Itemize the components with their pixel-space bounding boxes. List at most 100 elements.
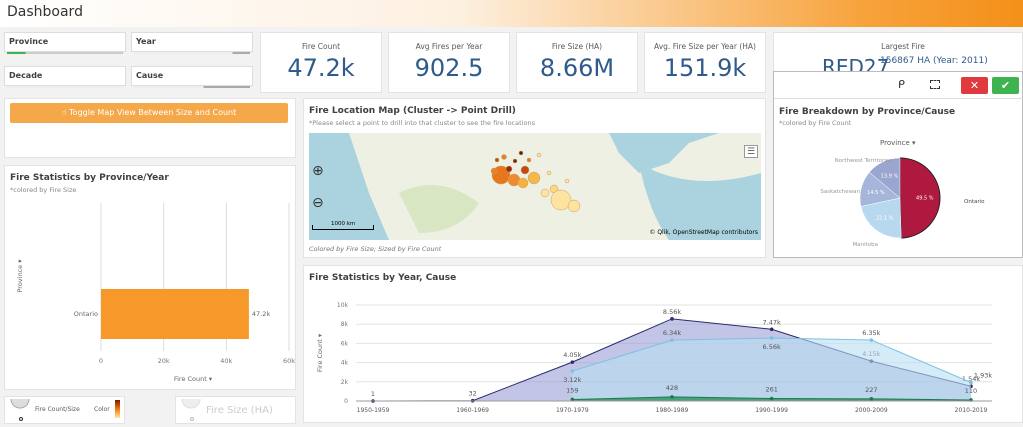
kpi-value: 47.2k	[287, 54, 355, 82]
cancel-button[interactable]: ✕	[961, 77, 988, 94]
series-area	[572, 338, 971, 401]
data-point	[869, 338, 874, 342]
zoom-out-icon[interactable]: ⊖	[312, 195, 324, 211]
kpi-title: Largest Fire	[881, 42, 925, 51]
data-point	[769, 336, 774, 340]
kpi-fire-size: Fire Size (HA) 8.66M	[516, 32, 638, 93]
filter-label: Province	[9, 37, 49, 46]
data-label: 159	[566, 386, 578, 394]
x-axis-label: Fire Count ▾	[174, 375, 213, 383]
kpi-avg-fires: Avg Fires per Year 902.5	[388, 32, 510, 93]
filter-cause[interactable]: Cause	[131, 66, 253, 88]
kpi-title: Fire Size (HA)	[551, 42, 603, 51]
tick-label: 0	[99, 357, 103, 365]
cluster-point	[550, 189, 572, 211]
data-label: 47.2k	[252, 310, 270, 318]
chart-title: Fire Statistics by Province/Year	[10, 173, 169, 183]
filter-label: Year	[136, 37, 156, 46]
data-label: 4.05k	[563, 351, 581, 359]
pie-slice	[868, 157, 901, 199]
water	[639, 163, 761, 240]
slice-label: Saskatchewan	[820, 189, 860, 195]
map-subtitle: *Please select a point to drill into tha…	[309, 119, 535, 127]
map-title: Fire Location Map (Cluster -> Point Dril…	[309, 106, 516, 116]
cluster-point	[536, 152, 542, 158]
legend-disabled-label: Fire Size (HA)	[206, 405, 273, 416]
small-circle-icon	[19, 417, 23, 421]
map-menu-icon[interactable]: ☰	[744, 145, 758, 158]
filter-label: Cause	[136, 71, 164, 80]
cluster-point	[490, 167, 498, 175]
cluster-point	[501, 154, 507, 160]
data-label: 1.54k	[962, 375, 980, 383]
cluster-point	[567, 199, 581, 213]
kpi-avg-fire-size: Avg. Fire Size per Year (HA) 151.9k	[644, 32, 766, 93]
filter-decade[interactable]: Decade	[4, 66, 126, 88]
header: Dashboard	[0, 0, 1023, 27]
data-label: 6.34k	[663, 329, 681, 337]
zoom-in-icon[interactable]: ⊕	[312, 163, 324, 179]
data-point	[769, 396, 774, 401]
data-point	[570, 369, 575, 373]
confirm-button[interactable]: ✔	[992, 77, 1019, 94]
kpi-value: 151.9k	[663, 54, 747, 82]
area-chart: 0 2k 4k 6k 8k 10k 1950-1959 1960-1969 1970-1979 1…	[316, 302, 992, 414]
kpi-title: Fire Count	[301, 42, 341, 51]
size-circle-icon	[10, 398, 30, 409]
data-point	[670, 395, 674, 399]
data-point	[769, 327, 774, 332]
map-footer: Colored by Fire Size; Sized by Fire Coun…	[309, 245, 442, 253]
tick-label: 60k	[283, 357, 295, 365]
legend-size-label: Fire Count/Size	[35, 406, 80, 413]
cluster-point	[517, 177, 529, 189]
tick-label: 20k	[158, 357, 170, 365]
cluster-point	[494, 157, 500, 163]
kpi-fire-count: Fire Count 47.2k	[260, 32, 382, 93]
dimension-label: Province	[880, 139, 910, 147]
y-tick-label: 0	[344, 398, 348, 405]
data-point	[570, 397, 575, 402]
data-label: 6.56k	[763, 343, 781, 351]
largest-fire-detail: 156867 HA (Year: 2011)	[880, 56, 988, 66]
slice-label: Northwest Territories	[835, 158, 892, 164]
slice-value: 14.5 %	[867, 190, 885, 196]
filter-year[interactable]: Year	[131, 32, 253, 54]
data-label: 110	[965, 387, 977, 395]
slice-value: 22.1 %	[876, 216, 894, 222]
data-label: 7.47k	[763, 318, 781, 326]
toggle-map-view-button[interactable]: ☝ Toggle Map View Between Size and Count	[10, 103, 288, 123]
y-tick-label: 6k	[341, 340, 349, 347]
touch-icon: ☝	[61, 108, 70, 117]
data-point	[869, 397, 874, 401]
data-point	[670, 338, 674, 342]
chart-subtitle: *colored by Fire Size	[10, 186, 77, 194]
dropdown-icon: ▾	[912, 139, 916, 147]
confirm-icon: ✔	[1000, 79, 1011, 92]
pie-panel: ᑭ ✕ ✔ Fire Breakdown by Province/Cause *…	[773, 71, 1023, 258]
y-tick-label: 2k	[341, 379, 349, 386]
x-tick-label: 1970-1979	[556, 407, 589, 414]
lasso-icon[interactable]: ᑭ	[898, 78, 905, 91]
y-axis-label: Province ▾	[16, 259, 24, 293]
y-tick-label: 10k	[337, 302, 349, 309]
bar-chart: 0 20k 40k 60k Ontario 47.2k Fire Count ▾ Provin…	[16, 203, 295, 383]
map-panel: Fire Location Map (Cluster -> Point Dril…	[303, 98, 766, 258]
size-circle-icon	[181, 398, 201, 409]
slice-value: 49.5 %	[916, 196, 934, 202]
x-tick-label: 1980-1989	[656, 407, 689, 414]
bar-chart-panel: Fire Statistics by Province/Year *colore…	[4, 165, 296, 390]
area-chart-panel: Fire Statistics by Year, Cause 0 2k 4k 6k 8k…	[303, 265, 1023, 423]
y-tick-label: 8k	[341, 321, 349, 328]
ocean	[309, 133, 389, 240]
data-point	[670, 317, 674, 321]
data-point	[969, 380, 973, 385]
chart-subtitle: *colored by Fire Count	[779, 119, 852, 127]
cancel-icon: ✕	[969, 79, 980, 92]
filter-province[interactable]: Province	[4, 32, 126, 54]
kpi-value: 8.66M	[539, 54, 615, 82]
data-label: 428	[666, 384, 678, 392]
map-canvas[interactable]: ⊕ ⊖ ☰ 1000 km © Qlik, OpenStreetMap cont…	[309, 133, 761, 240]
disabled-legend: Fire Size (HA)	[175, 396, 296, 424]
select-options-icon[interactable]	[930, 80, 940, 89]
dimension-selector[interactable]: Province ▾	[880, 139, 916, 147]
